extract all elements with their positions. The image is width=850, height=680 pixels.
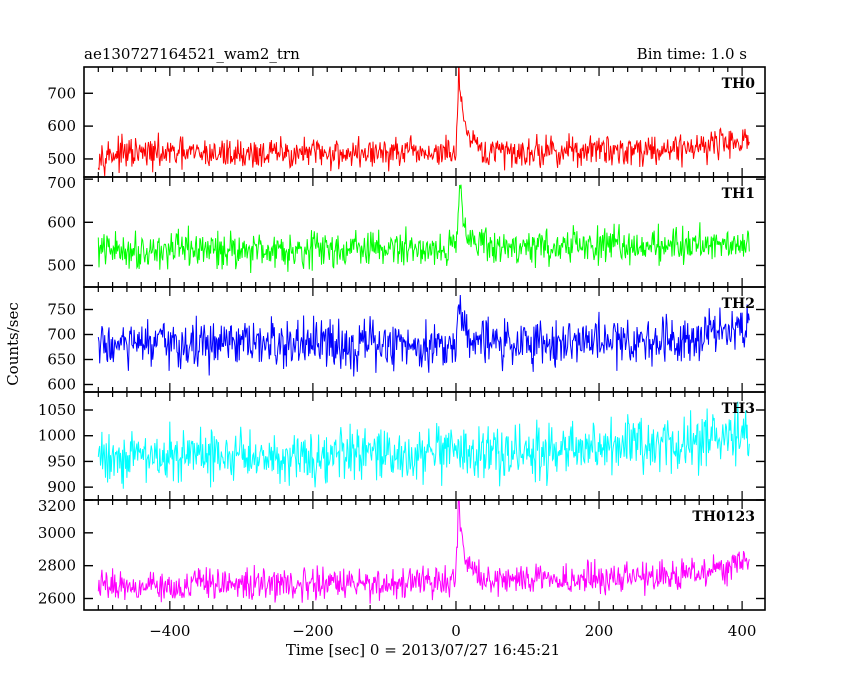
x-tick-label: 400	[728, 622, 757, 640]
panel-label-th0: TH0	[722, 76, 756, 92]
panel-th1: 500 600 700 TH1	[47, 174, 766, 288]
x-tick-label: −400	[149, 622, 190, 640]
y-tick-label-th0: 500	[47, 150, 76, 168]
y-tick-label-th2: 650	[47, 351, 76, 369]
series-line-th0	[97, 67, 750, 177]
panel-frame-th0123	[83, 499, 766, 611]
panel-th3: 900 950 1000 1050 TH3	[38, 391, 766, 501]
panel-frame-th0	[83, 66, 766, 178]
y-tick-label-th1: 700	[47, 174, 76, 192]
panel-th2: 600 650 700 750 TH2	[47, 286, 766, 394]
series-line-th3	[97, 401, 750, 489]
panel-th0: 500 600 700 TH0	[47, 66, 766, 178]
panel-label-th2: TH2	[722, 296, 755, 312]
x-tick-label: 200	[585, 622, 614, 640]
series-line-th2	[97, 294, 750, 377]
y-tick-label-th3: 950	[47, 452, 76, 470]
panel-label-th3: TH3	[722, 401, 755, 417]
y-tick-label-th1: 600	[47, 213, 76, 231]
series-line-th1	[97, 184, 750, 274]
y-tick-label-th0123: 2800	[38, 557, 76, 575]
panel-frame-th1	[83, 176, 766, 288]
y-tick-label-th3: 1000	[38, 427, 76, 445]
y-tick-label-th2: 750	[47, 301, 76, 319]
y-axis-label: Counts/sec	[4, 302, 22, 386]
y-tick-label-th1: 500	[47, 256, 76, 274]
panel-label-th1: TH1	[722, 186, 755, 202]
chart-title: ae130727164521_wam2_trn	[84, 45, 300, 63]
y-tick-label-th0123: 3200	[38, 497, 76, 515]
x-tick-label: 0	[451, 622, 461, 640]
y-tick-label-th0123: 3000	[38, 524, 76, 542]
y-tick-label-th0: 700	[47, 84, 76, 102]
panels-group: 500 600 700 TH0 500 600 700 TH1 600 650 700 750 TH2 9…	[38, 66, 766, 640]
y-tick-label-th3: 900	[47, 478, 76, 496]
y-tick-label-th0: 600	[47, 117, 76, 135]
x-axis-label: Time [sec] 0 = 2013/07/27 16:45:21	[286, 641, 560, 659]
x-tick-label: −200	[292, 622, 333, 640]
y-tick-label-th3: 1050	[38, 401, 76, 419]
panel-label-th0123: TH0123	[692, 509, 755, 525]
series-line-th0123	[97, 500, 750, 604]
y-tick-label-th0123: 2600	[38, 590, 76, 608]
panel-th0123: 2600 2800 3000 3200 TH0123	[38, 497, 766, 611]
panel-frame-th3	[83, 391, 766, 501]
bin-time-label: Bin time: 1.0 s	[637, 45, 747, 63]
y-tick-label-th2: 600	[47, 376, 76, 394]
y-tick-label-th2: 700	[47, 326, 76, 344]
